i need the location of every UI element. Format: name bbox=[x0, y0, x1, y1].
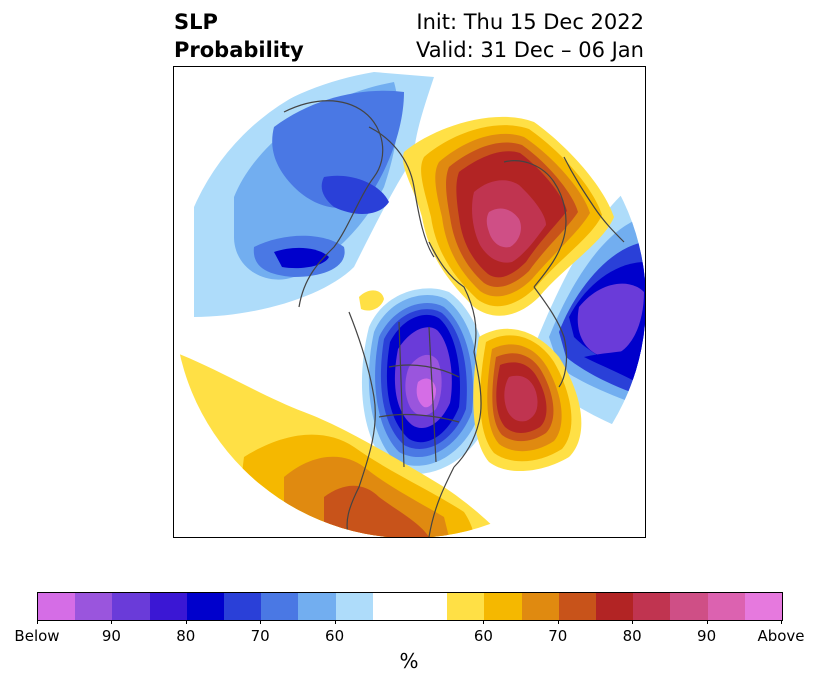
colorbar-unit: % bbox=[399, 649, 419, 673]
colorbar-segment bbox=[298, 593, 336, 620]
colorbar-segment bbox=[261, 593, 299, 620]
below-region-asia bbox=[194, 72, 434, 317]
colorbar-label: 60 bbox=[325, 627, 345, 645]
colorbar-segment bbox=[75, 593, 113, 620]
colorbar-tick bbox=[632, 620, 634, 624]
colorbar-label: 80 bbox=[622, 627, 642, 645]
title-variable: SLP bbox=[174, 10, 218, 34]
colorbar-segment bbox=[38, 593, 76, 620]
colorbar-segment bbox=[186, 593, 225, 620]
colorbar-tick bbox=[483, 620, 485, 624]
colorbar-label: 70 bbox=[548, 627, 568, 645]
above-blob bbox=[359, 290, 384, 311]
colorbar-segment bbox=[112, 593, 150, 620]
colorbar-label: 90 bbox=[101, 627, 121, 645]
colorbar-label: Above bbox=[757, 627, 805, 645]
colorbar-tick bbox=[260, 620, 262, 624]
colorbar-segment bbox=[633, 593, 671, 620]
colorbar-segment bbox=[335, 593, 373, 620]
colorbar-segment bbox=[372, 593, 411, 620]
colorbar-segment bbox=[707, 593, 745, 620]
colorbar-tick bbox=[111, 620, 113, 624]
colorbar-segment bbox=[484, 593, 522, 620]
map-dates: Init: Thu 15 Dec 2022 Valid: 31 Dec – 06… bbox=[416, 8, 644, 64]
colorbar-label: 60 bbox=[473, 627, 493, 645]
colorbar-segment bbox=[149, 593, 187, 620]
map-panel bbox=[173, 66, 646, 538]
colorbar-segment bbox=[596, 593, 634, 620]
probability-map bbox=[174, 67, 645, 537]
colorbar-segment bbox=[447, 593, 485, 620]
colorbar-label: 90 bbox=[697, 627, 717, 645]
colorbar-tick bbox=[334, 620, 336, 624]
colorbar-label: 70 bbox=[250, 627, 270, 645]
colorbar bbox=[37, 592, 783, 621]
colorbar-segment bbox=[521, 593, 559, 620]
above-region-arctic bbox=[403, 116, 614, 316]
colorbar-segment bbox=[558, 593, 597, 620]
map-title: SLP Probability bbox=[174, 8, 304, 64]
valid-dates: Valid: 31 Dec – 06 Jan bbox=[415, 38, 644, 62]
colorbar-tick bbox=[557, 620, 559, 624]
title-type: Probability bbox=[174, 38, 304, 62]
colorbar-segment bbox=[670, 593, 708, 620]
colorbar-segment bbox=[224, 593, 262, 620]
coastlines bbox=[283, 100, 640, 537]
colorbar-segment bbox=[744, 593, 783, 620]
init-date: Init: Thu 15 Dec 2022 bbox=[416, 10, 644, 34]
colorbar-tick bbox=[185, 620, 187, 624]
above-region-atlantic bbox=[473, 328, 582, 472]
colorbar-label: 80 bbox=[176, 627, 196, 645]
colorbar-tick bbox=[781, 620, 782, 624]
colorbar-label: Below bbox=[14, 627, 60, 645]
colorbar-segment bbox=[410, 593, 448, 620]
colorbar-tick bbox=[37, 620, 38, 624]
colorbar-tick bbox=[706, 620, 708, 624]
